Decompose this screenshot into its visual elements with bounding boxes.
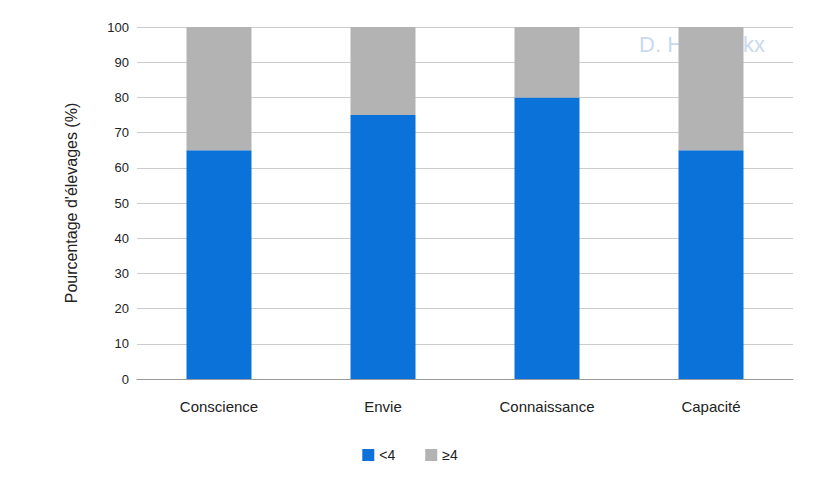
svg-text:40: 40 bbox=[115, 231, 129, 246]
svg-text:50: 50 bbox=[115, 196, 129, 211]
svg-text:80: 80 bbox=[115, 90, 129, 105]
svg-text:60: 60 bbox=[115, 160, 129, 175]
svg-text:90: 90 bbox=[115, 55, 129, 70]
svg-text:Connaissance: Connaissance bbox=[499, 398, 594, 415]
svg-text:30: 30 bbox=[115, 266, 129, 281]
svg-text:≥4: ≥4 bbox=[442, 447, 458, 463]
svg-text:10: 10 bbox=[115, 336, 129, 351]
svg-text:Envie: Envie bbox=[364, 398, 402, 415]
svg-text:<4: <4 bbox=[379, 447, 395, 463]
svg-text:Pourcentage d'élevages (%): Pourcentage d'élevages (%) bbox=[63, 103, 80, 304]
svg-text:D. Hendrickx: D. Hendrickx bbox=[639, 31, 765, 57]
svg-text:20: 20 bbox=[115, 301, 129, 316]
svg-text:0: 0 bbox=[122, 372, 129, 387]
svg-text:Conscience: Conscience bbox=[180, 398, 258, 415]
svg-text:100: 100 bbox=[107, 20, 129, 35]
svg-text:70: 70 bbox=[115, 125, 129, 140]
svg-text:Capacité: Capacité bbox=[681, 398, 740, 415]
